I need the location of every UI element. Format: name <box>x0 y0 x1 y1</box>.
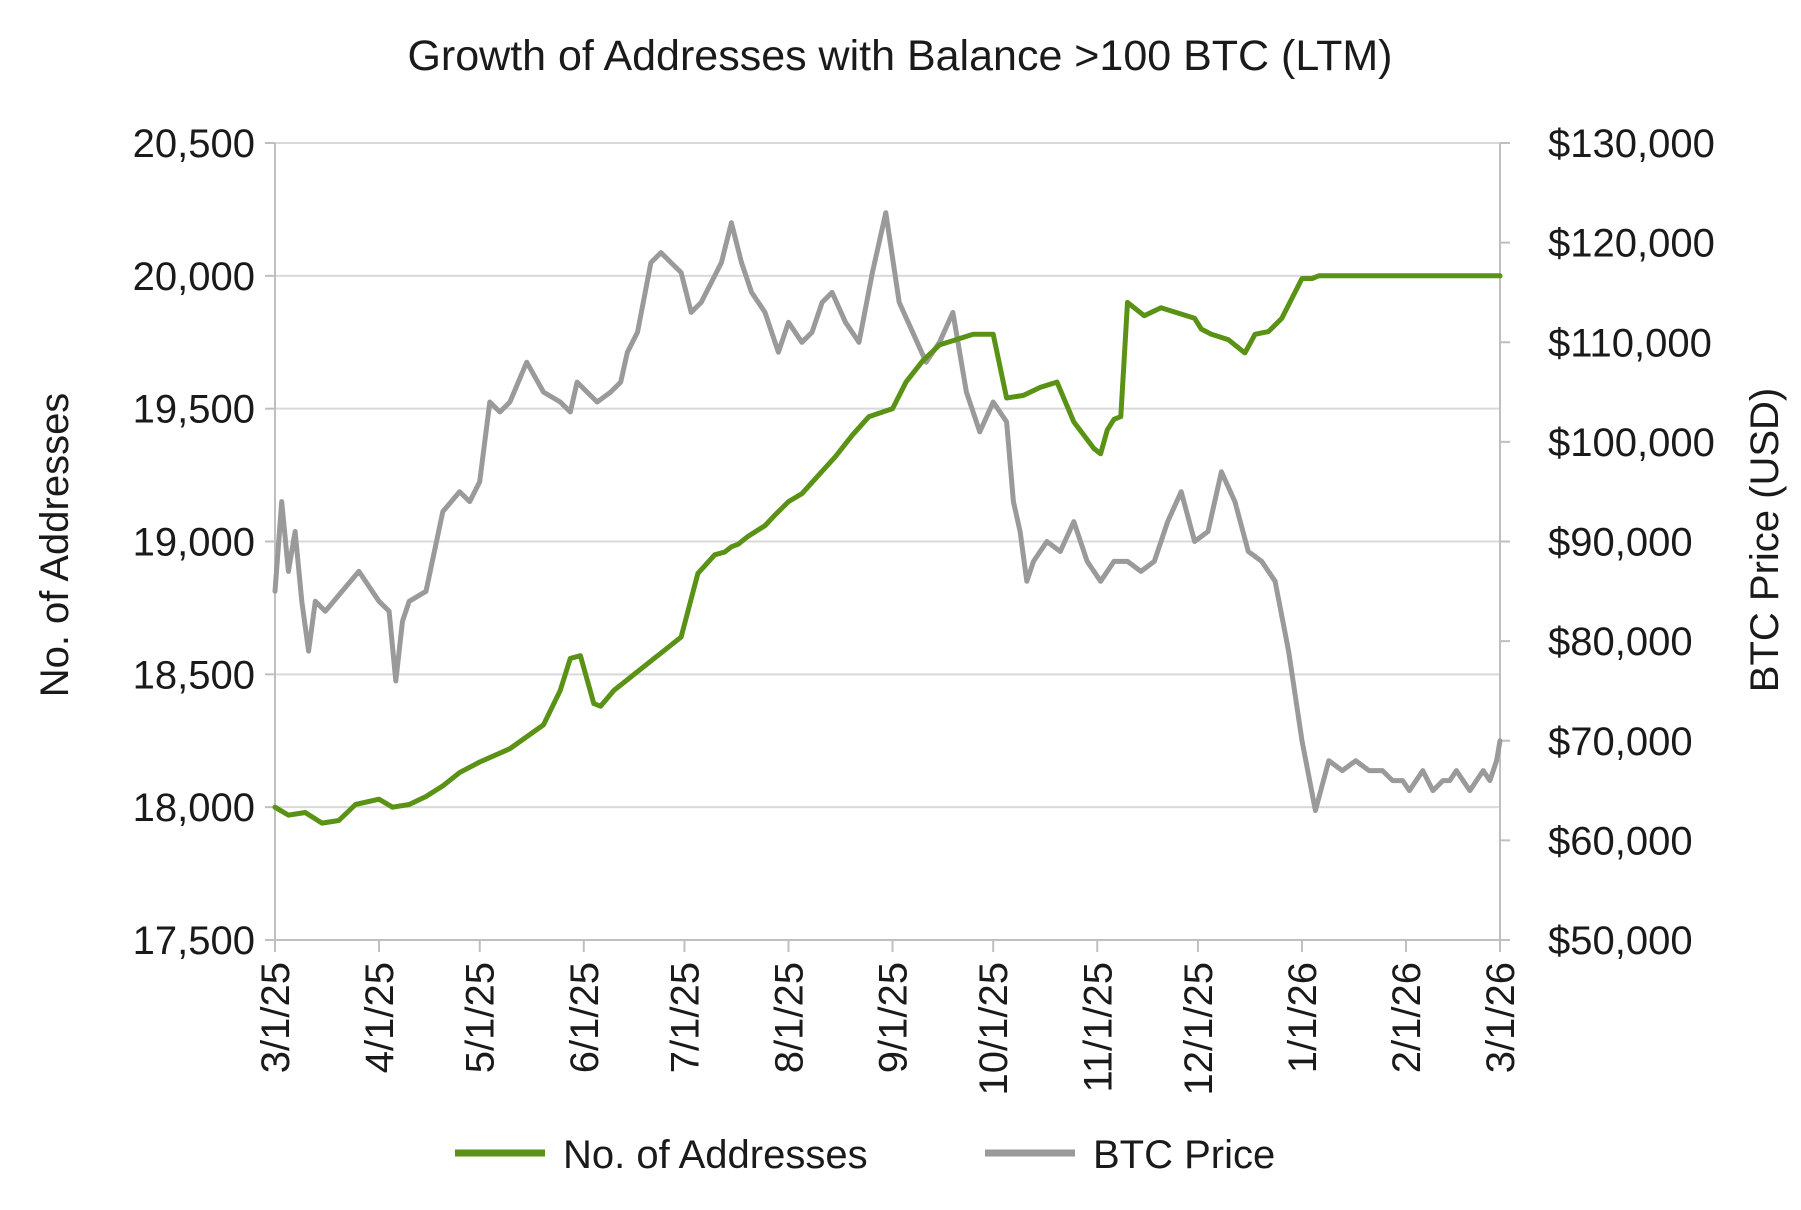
grid-layer <box>275 142 1500 941</box>
x-tick-label: 4/1/25 <box>358 962 402 1073</box>
legend: No. of Addresses BTC Price <box>455 1133 1275 1177</box>
y-left-tick-label: 19,000 <box>133 521 255 565</box>
x-tick-label: 1/1/26 <box>1281 962 1325 1073</box>
y-right-tick-label: $120,000 <box>1548 222 1715 266</box>
chart-title: Growth of Addresses with Balance >100 BT… <box>407 32 1392 80</box>
axes-layer <box>265 142 1510 952</box>
y-right-tick-label: $130,000 <box>1548 122 1715 166</box>
y-right-tick-label: $80,000 <box>1548 620 1693 664</box>
x-tick-label: 8/1/25 <box>767 962 811 1073</box>
y-left-tick-label: 20,500 <box>133 122 255 166</box>
x-tick-label: 2/1/26 <box>1385 962 1429 1073</box>
y-left-tick-label: 17,500 <box>133 919 255 963</box>
x-tick-label: 11/1/25 <box>1076 962 1120 1093</box>
legend-label-addresses: No. of Addresses <box>563 1133 868 1177</box>
x-tick-label: 9/1/25 <box>872 962 916 1073</box>
y-left-tick-label: 20,000 <box>133 255 255 299</box>
y-right-tick-label: $50,000 <box>1548 919 1693 963</box>
x-tick-label: 12/1/25 <box>1177 962 1221 1095</box>
y-right-tick-label: $110,000 <box>1548 321 1712 365</box>
x-tick-label: 3/1/26 <box>1479 962 1523 1073</box>
y-right-tick-label: $100,000 <box>1548 421 1715 465</box>
x-tick-label: 6/1/25 <box>563 962 607 1073</box>
x-tick-label: 3/1/25 <box>254 962 298 1073</box>
y-axis-left-label: No. of Addresses <box>33 393 77 698</box>
y-left-tick-label: 19,500 <box>133 388 255 432</box>
x-axis-ticks: 3/1/25 4/1/25 5/1/25 6/1/25 7/1/25 8/1/25 9/1/… <box>254 962 1523 1095</box>
right-axis-ticks: $50,000 $60,000 $70,000 $80,000 $90,000 $100,… <box>1548 122 1715 963</box>
series-layer <box>272 210 1503 826</box>
y-right-tick-label: $90,000 <box>1548 521 1693 565</box>
y-right-tick-label: $70,000 <box>1548 720 1693 764</box>
x-tick-label: 5/1/25 <box>459 962 503 1073</box>
legend-label-btc-price: BTC Price <box>1093 1133 1275 1177</box>
x-tick-label: 7/1/25 <box>663 962 707 1073</box>
series-line-addresses <box>272 273 1503 826</box>
left-axis-ticks: 17,500 18,000 18,500 19,000 19,500 20,000 20,5… <box>133 122 255 963</box>
y-right-tick-label: $60,000 <box>1548 819 1693 863</box>
series-line-btc-price <box>272 210 1503 813</box>
y-axis-right-label: BTC Price (USD) <box>1743 388 1787 692</box>
y-left-tick-label: 18,000 <box>133 786 255 830</box>
x-tick-label: 10/1/25 <box>972 962 1016 1095</box>
y-left-tick-label: 18,500 <box>133 653 255 697</box>
